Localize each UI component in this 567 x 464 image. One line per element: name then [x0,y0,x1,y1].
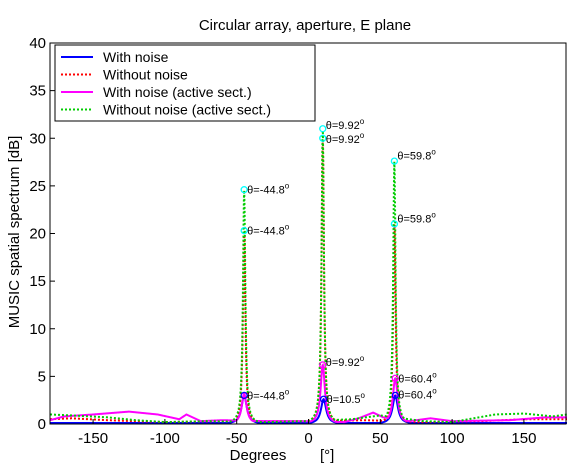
y-tick-label: 30 [29,130,46,147]
y-tick-label: 5 [38,368,46,385]
peak-annotation: θ=-44.8o [247,223,290,238]
x-tick-label: 100 [440,430,465,447]
peak-annotation: θ=-44.8o [247,182,290,197]
peak-annotation: θ=59.8o [397,147,436,162]
peak-annotation: θ=60.4o [398,386,437,401]
y-tick-label: 40 [29,35,46,52]
peak-annotation: θ=10.5o [327,391,366,406]
y-tick-label: 0 [38,416,46,433]
legend-entry: With noise [103,49,169,65]
peak-annotation: θ=9.92o [326,131,365,146]
peak-marker [240,391,248,400]
y-tick-label: 15 [29,273,46,290]
axes: -150 -100 -50 0 50 100 150 0 5 10 15 20 25 30 35 40 θ=-4… [29,35,536,447]
y-tick-label: 10 [29,321,46,338]
peak-marker [390,220,399,228]
peak-annotation: θ=9.92o [326,117,365,132]
peak-marker [391,391,399,400]
legend-box [54,44,316,122]
peak-marker [240,186,248,194]
y-tick-label: 35 [29,83,46,100]
x-tick-label: -50 [226,430,248,447]
chart-title: Circular array, aperture, E plane [199,17,411,34]
legend-entry: Without noise (active sect.) [103,102,271,118]
x-tick-label: 150 [511,430,536,447]
x-tick-label: 50 [372,430,389,447]
x-tick-label: 0 [304,430,312,447]
peak-annotation: θ=59.8o [397,210,436,225]
peak-annotation: θ=60.4o [398,370,437,385]
y-axis-label: MUSIC spatial spectrum [dB] [6,136,23,329]
peak-marker [319,125,327,133]
x-tick-label: -150 [78,430,108,447]
peak-marker [319,395,328,403]
x-axis-label: Degrees [230,447,287,464]
legend-entry: Without noise [103,67,188,83]
legend-entry: With noise (active sect.) [103,84,252,100]
peak-marker [319,134,327,142]
x-tick-label: -100 [150,430,180,447]
peak-marker [240,226,248,235]
peak-marker [391,374,399,382]
peak-annotation: θ=9.92o [326,354,365,369]
x-axis-unit: [°] [320,447,334,464]
y-tick-label: 25 [29,178,46,195]
y-tick-label: 20 [29,226,46,243]
peak-annotation: θ=-44.8o [247,387,290,402]
peak-marker [390,157,399,165]
peak-marker [319,361,327,369]
